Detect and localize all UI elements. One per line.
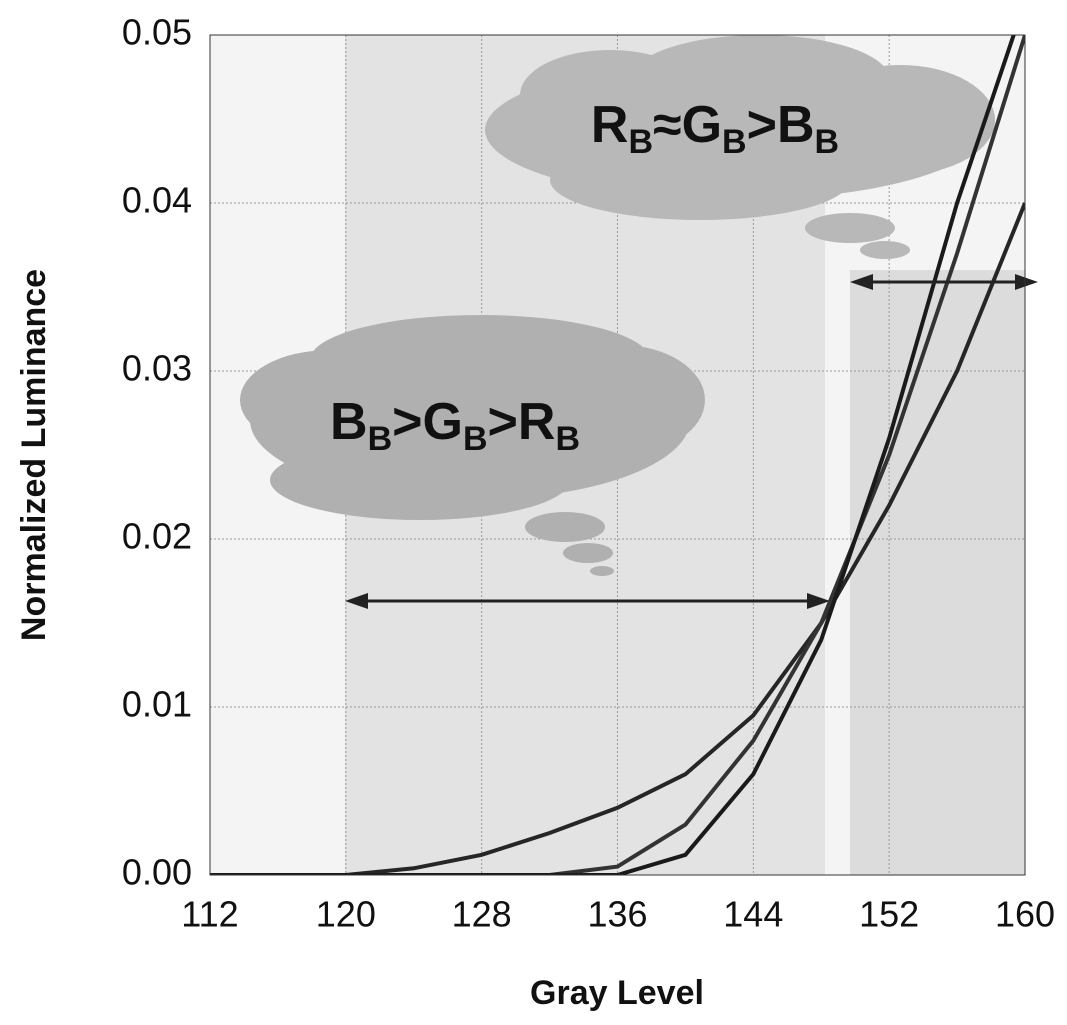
line-series — [210, 35, 1016, 875]
y-tick-label: 0.03 — [122, 348, 192, 389]
annotation-part: B — [628, 123, 653, 161]
x-tick-label: 152 — [859, 894, 919, 935]
annotation-part: B — [815, 123, 840, 161]
y-tick-label: 0.04 — [122, 180, 192, 221]
y-tick-label: 0.01 — [122, 684, 192, 725]
x-tick-label: 128 — [452, 894, 512, 935]
x-tick-label: 144 — [723, 894, 783, 935]
x-tick-label: 136 — [587, 894, 647, 935]
annotation: BB>GB>RB — [330, 393, 580, 458]
shaded-region — [850, 270, 1025, 875]
y-tick-label: 0.05 — [122, 12, 192, 53]
annotation-part: >G — [392, 393, 463, 451]
annotation-part: ≈G — [653, 96, 722, 154]
cloud — [240, 315, 705, 576]
x-tick-label: 120 — [316, 894, 376, 935]
annotation: RB≈GB>BB — [591, 96, 839, 161]
annotation-part: B — [463, 420, 488, 458]
annotation-part: B — [722, 123, 747, 161]
line-series — [210, 202, 1025, 875]
annotation-part: R — [591, 96, 629, 154]
annotation-part: >R — [488, 393, 556, 451]
annotation-part: >B — [747, 96, 815, 154]
x-tick-label: 160 — [995, 894, 1055, 935]
annotation-part: B — [555, 420, 580, 458]
range-arrow — [345, 274, 1038, 609]
annotation-part: B — [368, 420, 393, 458]
x-tick-label: 112 — [181, 894, 238, 935]
plot-frame — [209, 34, 1026, 876]
y-tick-label: 0.02 — [122, 516, 192, 557]
y-axis-title: Normalized Luminance — [15, 269, 53, 641]
annotation-part: B — [330, 393, 368, 451]
cloud — [485, 35, 995, 259]
x-axis-title: Gray Level — [530, 974, 704, 1012]
line-series — [210, 35, 1025, 875]
lines — [210, 35, 1025, 875]
y-tick-label: 0.00 — [122, 852, 192, 893]
